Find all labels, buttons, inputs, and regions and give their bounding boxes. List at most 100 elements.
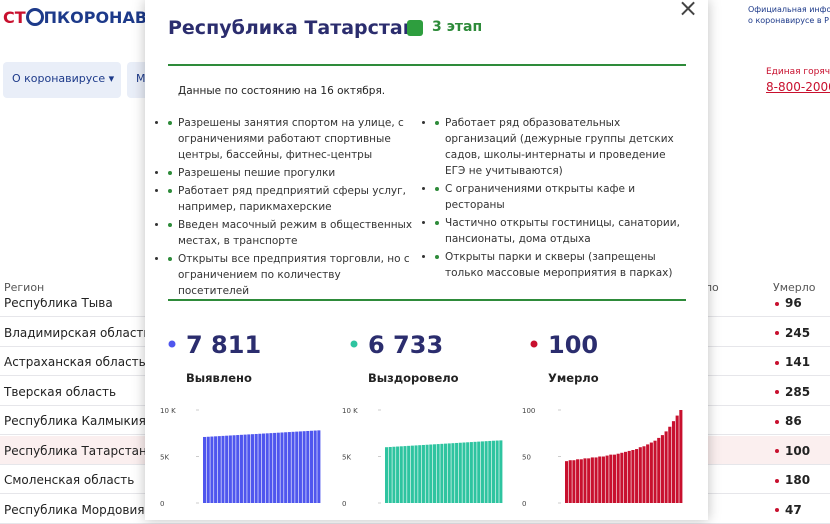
- bar: [609, 454, 613, 503]
- bar: [396, 446, 400, 503]
- bar: [458, 442, 462, 503]
- list-item: Частично открыты гостиницы, санатории, п…: [435, 215, 680, 247]
- nav-label: М: [136, 72, 146, 85]
- bar: [583, 458, 587, 503]
- list-item: Открыты все предприятия торговли, но с о…: [168, 251, 413, 299]
- y-tick-label: 5K: [342, 454, 351, 462]
- bar: [280, 432, 284, 503]
- date-text: Данные по состоянию на 16 октября.: [178, 85, 386, 97]
- bar: [627, 450, 631, 503]
- bar: [488, 440, 492, 503]
- y-tick-label: 0: [160, 500, 164, 508]
- bar: [407, 445, 411, 503]
- bar: [254, 433, 258, 503]
- bar: [269, 433, 273, 503]
- hotline-phone[interactable]: 8-800-2000: [766, 80, 830, 94]
- bar: [309, 430, 314, 503]
- list-item: С ограничениями открыты кафе и рестораны: [435, 181, 680, 213]
- bar: [653, 440, 657, 503]
- bar: [418, 445, 422, 503]
- bar: [429, 444, 433, 503]
- y-tick-label: 10 K: [160, 407, 176, 415]
- bar: [247, 434, 251, 503]
- bar: [414, 445, 418, 503]
- list-item: Введен масочный режим в общественных мес…: [168, 217, 413, 249]
- bar: [631, 449, 635, 503]
- column-header: Регион: [4, 281, 45, 294]
- logo[interactable]: СТ ПКОРОНАВИ: [3, 8, 160, 27]
- close-button[interactable]: ×: [678, 0, 699, 22]
- y-tick-label: 0: [522, 500, 526, 508]
- bar: [262, 433, 266, 503]
- list-item: Работает ряд предприятий сферы услуг, на…: [168, 183, 413, 215]
- bar: [594, 457, 598, 503]
- bar: [565, 461, 569, 503]
- divider: [168, 299, 686, 301]
- bar: [675, 415, 679, 503]
- nav-button[interactable]: О коронавирусе ▾: [3, 62, 121, 98]
- column-header: ло: [705, 281, 719, 294]
- stage-label: 3 этап: [432, 19, 483, 35]
- bar: [657, 437, 661, 503]
- bar: [620, 452, 624, 503]
- bar: [671, 421, 676, 503]
- bar: [421, 444, 425, 503]
- bar: [638, 447, 642, 503]
- bar: [668, 426, 672, 503]
- bar: [495, 440, 499, 503]
- bar: [392, 446, 396, 503]
- info-line: о коронавирусе в Р: [748, 16, 829, 25]
- bar: [579, 459, 583, 503]
- column-header: Умерло: [773, 281, 816, 294]
- region-modal: Республика Татарстан 3 этап × Данные по …: [145, 0, 708, 520]
- bar: [214, 436, 218, 503]
- deaths-value: 180: [775, 473, 810, 487]
- bar: [466, 442, 470, 503]
- bar: [646, 444, 650, 503]
- region-name: Республика Мордовия: [4, 502, 145, 517]
- bar: [590, 457, 594, 503]
- bar: [447, 443, 451, 503]
- y-tick-label: 0: [342, 500, 346, 508]
- deaths-value: 285: [775, 385, 810, 399]
- bar: [598, 456, 602, 503]
- region-name: Владимирская область: [4, 325, 151, 340]
- bar: [462, 442, 466, 503]
- stat-value: 6 733: [368, 331, 443, 359]
- divider: [168, 64, 686, 66]
- bar: [484, 441, 488, 503]
- bar: [385, 447, 389, 503]
- bar: [284, 432, 288, 503]
- bar: [473, 441, 477, 503]
- bar: [679, 410, 683, 503]
- bar: [291, 431, 295, 503]
- bar: [612, 454, 617, 503]
- info-text: Официальная инфо о коронавирусе в Р: [748, 4, 830, 26]
- bar: [660, 435, 664, 503]
- bar: [587, 458, 591, 503]
- bar: [298, 431, 302, 503]
- bar: [436, 444, 440, 503]
- stat-dot: [168, 340, 176, 348]
- stat-label: Умерло: [548, 371, 599, 385]
- bar: [203, 436, 207, 503]
- y-tick-label: 100: [522, 407, 535, 415]
- bar: [664, 431, 668, 503]
- list-item: Разрешены пешие прогулки: [168, 165, 413, 181]
- bar: [206, 436, 210, 503]
- right-list: Работает ряд образовательных организаций…: [435, 115, 680, 283]
- region-name: Тверская область: [4, 384, 117, 399]
- bar: [440, 443, 444, 503]
- bar: [477, 441, 481, 503]
- logo-icon: [25, 8, 44, 26]
- bar: [568, 460, 572, 503]
- bar: [276, 432, 280, 503]
- bar: [403, 446, 407, 503]
- deaths-value: 86: [775, 414, 802, 428]
- bar: [444, 443, 448, 503]
- bar: [388, 446, 392, 503]
- bar: [601, 456, 605, 503]
- stat-label: Выздоровело: [368, 371, 459, 385]
- bar: [642, 446, 646, 503]
- bar: [635, 449, 639, 503]
